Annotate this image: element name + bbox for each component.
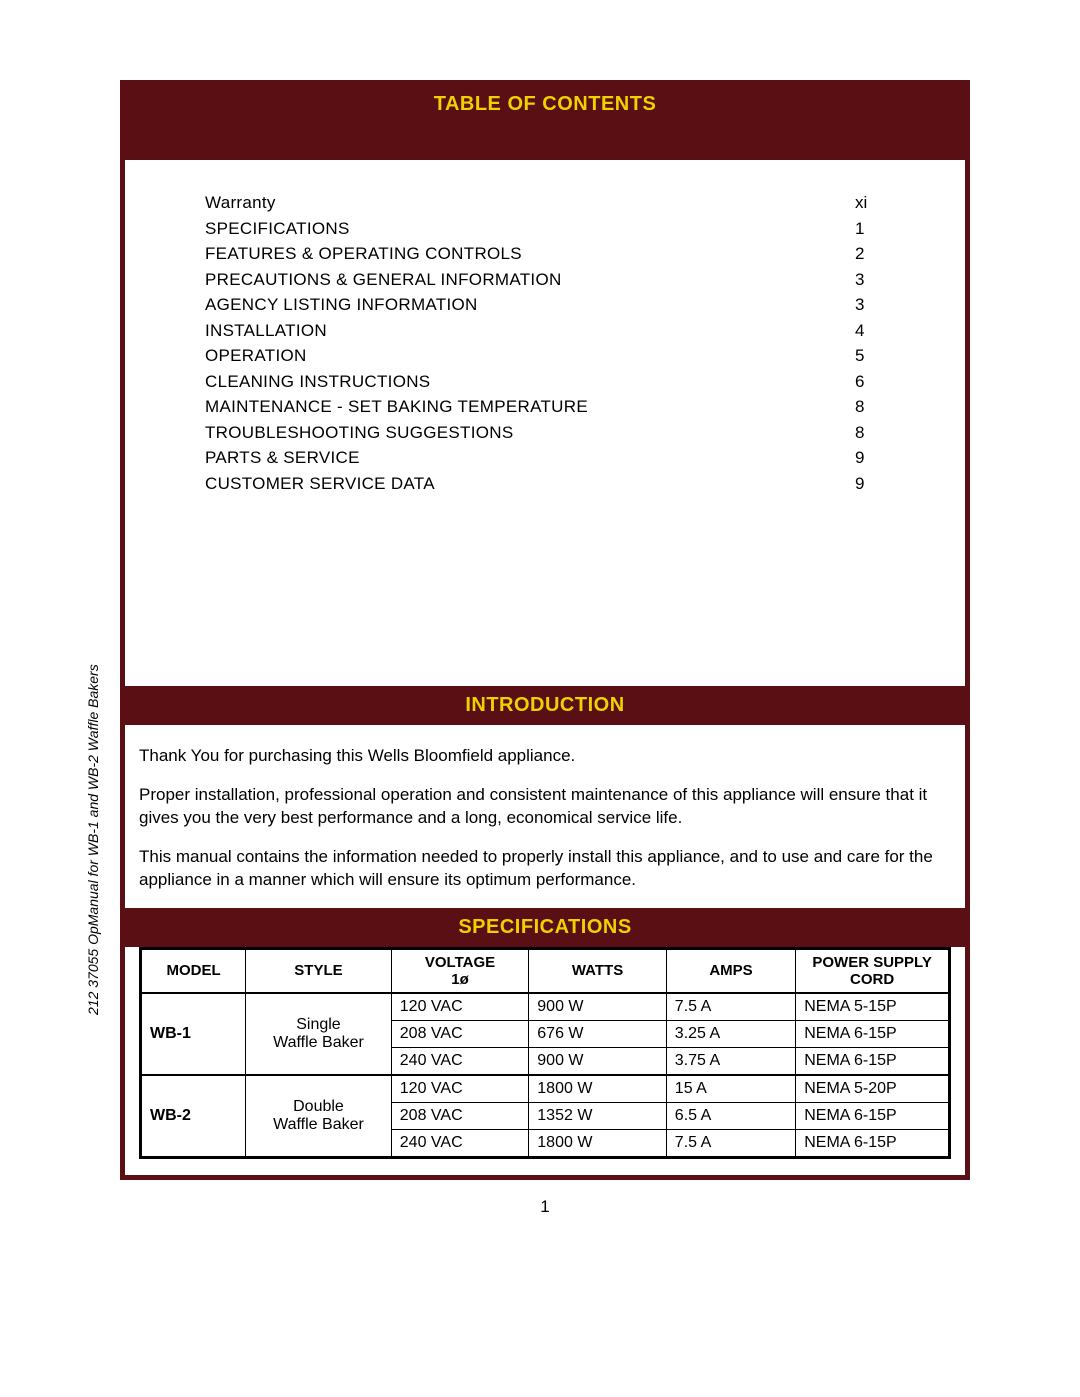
toc-row: AGENCY LISTING INFORMATION 3 [205, 292, 885, 318]
spec-watts-cell: 1800 W [529, 1075, 667, 1103]
intro-paragraph: Proper installation, professional operat… [139, 784, 951, 830]
toc-title: PARTS & SERVICE [205, 445, 360, 471]
banner-intro: INTRODUCTION [125, 686, 965, 725]
spec-voltage-cell: 240 VAC [391, 1048, 529, 1076]
spec-header-cell: MODEL [141, 948, 246, 993]
toc-title: FEATURES & OPERATING CONTROLS [205, 241, 522, 267]
toc-page: 2 [855, 241, 885, 267]
toc-page: 4 [855, 318, 885, 344]
toc-row: Warranty xi [205, 190, 885, 216]
toc-title: MAINTENANCE - SET BAKING TEMPERATURE [205, 394, 588, 420]
banner-toc-text: TABLE OF CONTENTS [434, 93, 657, 115]
toc-row: TROUBLESHOOTING SUGGESTIONS 8 [205, 420, 885, 446]
toc-title: AGENCY LISTING INFORMATION [205, 292, 478, 318]
toc-page: 3 [855, 292, 885, 318]
spec-watts-cell: 676 W [529, 1021, 667, 1048]
side-vertical-label: 212 37055 OpManual for WB-1 and WB-2 Waf… [85, 664, 101, 1015]
toc-page: 8 [855, 420, 885, 446]
table-row: WB-1SingleWaffle Baker120 VAC900 W7.5 AN… [141, 993, 950, 1021]
toc-title: PRECAUTIONS & GENERAL INFORMATION [205, 267, 562, 293]
intro-paragraph: Thank You for purchasing this Wells Bloo… [139, 745, 951, 768]
spec-cord-cell: NEMA 6-15P [796, 1021, 950, 1048]
toc-title: Warranty [205, 190, 276, 216]
toc-row: OPERATION 5 [205, 343, 885, 369]
toc-row: PRECAUTIONS & GENERAL INFORMATION 3 [205, 267, 885, 293]
spec-cord-cell: NEMA 6-15P [796, 1130, 950, 1158]
table-of-contents: WarrantyxiSPECIFICATIONS1FEATURES & OPER… [205, 190, 885, 496]
spec-style-cell: SingleWaffle Baker [246, 993, 392, 1075]
toc-page: 9 [855, 445, 885, 471]
toc-title: OPERATION [205, 343, 307, 369]
toc-title: CUSTOMER SERVICE DATA [205, 471, 435, 497]
toc-row: FEATURES & OPERATING CONTROLS 2 [205, 241, 885, 267]
spec-style-cell: DoubleWaffle Baker [246, 1075, 392, 1158]
spec-cord-cell: NEMA 6-15P [796, 1103, 950, 1130]
toc-row: CUSTOMER SERVICE DATA 9 [205, 471, 885, 497]
spec-amps-cell: 3.75 A [666, 1048, 795, 1076]
page-frame: TABLE OF CONTENTS WarrantyxiSPECIFICATIO… [120, 80, 970, 1180]
toc-title: INSTALLATION [205, 318, 327, 344]
spec-watts-cell: 1800 W [529, 1130, 667, 1158]
toc-title: CLEANING INSTRUCTIONS [205, 369, 430, 395]
spec-table-wrap: MODELSTYLEVOLTAGE1øWATTSAMPSPOWER SUPPLY… [139, 947, 951, 1160]
spec-header-cell: STYLE [246, 948, 392, 993]
spec-voltage-cell: 120 VAC [391, 993, 529, 1021]
spec-model-cell: WB-2 [141, 1075, 246, 1158]
toc-row: INSTALLATION 4 [205, 318, 885, 344]
spec-model-cell: WB-1 [141, 993, 246, 1075]
banner-toc: TABLE OF CONTENTS [125, 85, 965, 160]
spec-header-row: MODELSTYLEVOLTAGE1øWATTSAMPSPOWER SUPPLY… [141, 948, 950, 993]
spec-amps-cell: 6.5 A [666, 1103, 795, 1130]
spec-watts-cell: 1352 W [529, 1103, 667, 1130]
spec-cord-cell: NEMA 5-15P [796, 993, 950, 1021]
spec-amps-cell: 7.5 A [666, 993, 795, 1021]
spec-header-cell: WATTS [529, 948, 667, 993]
toc-title: TROUBLESHOOTING SUGGESTIONS [205, 420, 513, 446]
toc-row: PARTS & SERVICE 9 [205, 445, 885, 471]
spec-amps-cell: 7.5 A [666, 1130, 795, 1158]
spec-amps-cell: 15 A [666, 1075, 795, 1103]
toc-row: MAINTENANCE - SET BAKING TEMPERATURE 8 [205, 394, 885, 420]
spec-voltage-cell: 208 VAC [391, 1021, 529, 1048]
spec-watts-cell: 900 W [529, 993, 667, 1021]
spec-cord-cell: NEMA 5-20P [796, 1075, 950, 1103]
page-number: 1 [540, 1197, 549, 1217]
toc-page: xi [855, 190, 885, 216]
table-row: WB-2DoubleWaffle Baker120 VAC1800 W15 AN… [141, 1075, 950, 1103]
spec-voltage-cell: 120 VAC [391, 1075, 529, 1103]
spec-cord-cell: NEMA 6-15P [796, 1048, 950, 1076]
toc-row: SPECIFICATIONS 1 [205, 216, 885, 242]
toc-page: 8 [855, 394, 885, 420]
intro-body: Thank You for purchasing this Wells Bloo… [139, 745, 951, 892]
spec-voltage-cell: 240 VAC [391, 1130, 529, 1158]
toc-page: 3 [855, 267, 885, 293]
toc-page: 5 [855, 343, 885, 369]
spec-header-cell: POWER SUPPLYCORD [796, 948, 950, 993]
spec-voltage-cell: 208 VAC [391, 1103, 529, 1130]
toc-page: 9 [855, 471, 885, 497]
toc-title: SPECIFICATIONS [205, 216, 350, 242]
spec-amps-cell: 3.25 A [666, 1021, 795, 1048]
toc-page: 1 [855, 216, 885, 242]
banner-spec: SPECIFICATIONS [125, 908, 965, 947]
toc-page: 6 [855, 369, 885, 395]
banner-intro-text: INTRODUCTION [465, 694, 624, 716]
spec-header-cell: VOLTAGE1ø [391, 948, 529, 993]
spec-table: MODELSTYLEVOLTAGE1øWATTSAMPSPOWER SUPPLY… [139, 947, 951, 1160]
intro-paragraph: This manual contains the information nee… [139, 846, 951, 892]
toc-row: CLEANING INSTRUCTIONS 6 [205, 369, 885, 395]
banner-spec-text: SPECIFICATIONS [458, 916, 631, 938]
spec-watts-cell: 900 W [529, 1048, 667, 1076]
spec-header-cell: AMPS [666, 948, 795, 993]
